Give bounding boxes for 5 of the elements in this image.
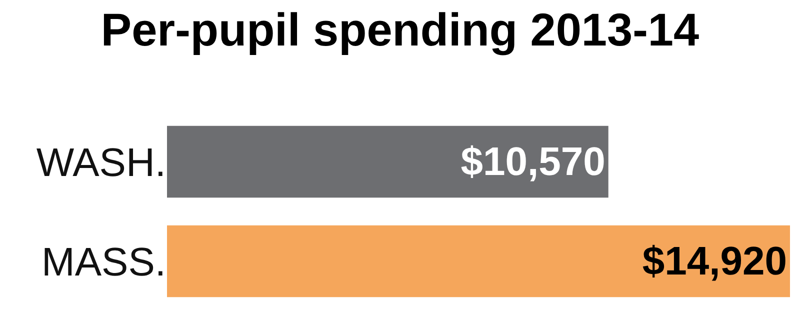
data-label: $10,570 bbox=[460, 140, 606, 184]
data-label: $14,920 bbox=[642, 239, 787, 284]
y-tick-label: MASS. bbox=[42, 240, 166, 284]
y-tick-label: WASH. bbox=[36, 140, 166, 185]
chart-title: Per-pupil spending 2013-14 bbox=[100, 3, 700, 56]
